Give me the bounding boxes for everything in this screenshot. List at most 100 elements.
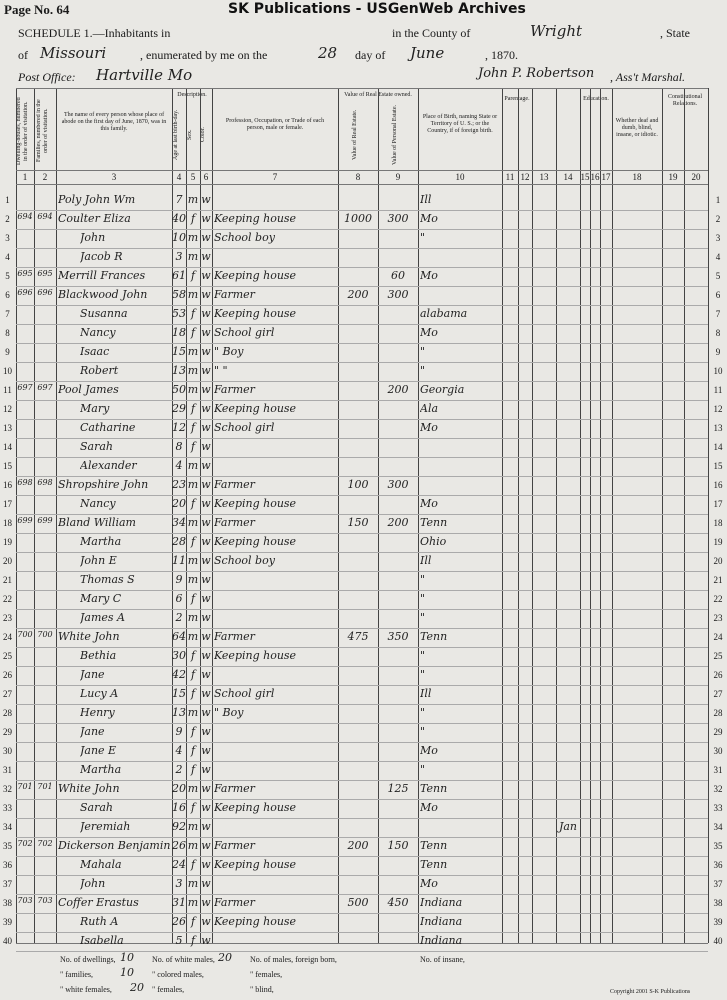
column-rule bbox=[378, 88, 379, 943]
col-header: Whether deaf and dumb, blind, insane, or… bbox=[615, 118, 659, 138]
column-rule bbox=[34, 88, 35, 943]
cell-color: w bbox=[201, 611, 211, 624]
row-rule bbox=[16, 210, 708, 211]
row-rule bbox=[16, 514, 708, 515]
row-rule bbox=[16, 761, 708, 762]
cell-color: w bbox=[201, 231, 211, 244]
cell-age: 20 bbox=[172, 497, 186, 510]
line-number: 16 bbox=[3, 480, 12, 490]
footer-label: " white females, bbox=[60, 985, 112, 994]
cell-age: 34 bbox=[172, 516, 186, 529]
cell-name: White John bbox=[58, 782, 120, 795]
cell-age: 6 bbox=[175, 592, 183, 605]
cell-color: w bbox=[201, 573, 211, 586]
cell-sex: f bbox=[190, 649, 196, 662]
cell-color: w bbox=[201, 630, 211, 643]
state-label: , State bbox=[660, 26, 690, 40]
row-rule bbox=[16, 609, 708, 610]
cell-real: 1000 bbox=[344, 212, 372, 225]
cell-occupation: Farmer bbox=[214, 288, 255, 301]
cell-sex: f bbox=[190, 326, 196, 339]
line-number: 32 bbox=[3, 784, 12, 794]
row-rule bbox=[16, 381, 708, 382]
cell-occupation: School girl bbox=[214, 421, 275, 434]
footer-label: " females, bbox=[250, 970, 283, 979]
cell-occupation: Keeping house bbox=[214, 801, 297, 814]
cell-age: 31 bbox=[172, 896, 186, 909]
cell-sex: m bbox=[187, 516, 199, 529]
line-number: 34 bbox=[3, 822, 12, 832]
cell-color: w bbox=[201, 877, 211, 890]
cell-age: 2 bbox=[175, 611, 183, 624]
line-number: 18 bbox=[3, 518, 12, 528]
cell-real: 475 bbox=[347, 630, 369, 643]
col-header: The name of every person whose place of … bbox=[61, 112, 167, 132]
cell-name: Jane bbox=[80, 668, 105, 681]
cell-sex: m bbox=[187, 611, 199, 624]
cell-family: 696 bbox=[37, 288, 53, 297]
line-number: 7 bbox=[5, 309, 10, 319]
line-number: 29 bbox=[3, 727, 12, 737]
row-rule bbox=[16, 818, 708, 819]
line-number: 40 bbox=[713, 936, 723, 946]
cell-sex: m bbox=[187, 706, 199, 719]
line-number: 16 bbox=[713, 480, 723, 490]
col-header: Value of Real Estate. bbox=[352, 109, 358, 161]
line-number: 1 bbox=[715, 195, 721, 205]
cell-color: w bbox=[201, 497, 211, 510]
cell-sex: f bbox=[190, 497, 196, 510]
column-rule bbox=[600, 88, 601, 943]
cell-occupation: Farmer bbox=[214, 516, 255, 529]
col-header: Constitutional Relations. bbox=[667, 94, 702, 107]
cell-dwelling: 700 bbox=[17, 630, 33, 639]
cell-color: w bbox=[201, 839, 211, 852]
row-rule bbox=[16, 913, 708, 914]
cell-name: Shropshire John bbox=[58, 478, 149, 491]
footer-value: 20 bbox=[218, 951, 232, 964]
cell-color: w bbox=[201, 725, 211, 738]
cell-birthplace: Ill bbox=[420, 193, 432, 206]
cell-personal: 60 bbox=[391, 269, 405, 282]
column-number: 19 bbox=[668, 172, 678, 182]
cell-name: John bbox=[80, 877, 106, 890]
footer-label: " blind, bbox=[250, 985, 274, 994]
line-number: 10 bbox=[3, 366, 12, 376]
cell-real: 100 bbox=[347, 478, 369, 491]
line-number: 31 bbox=[3, 765, 12, 775]
line-number: 21 bbox=[3, 575, 12, 585]
line-number: 2 bbox=[5, 214, 10, 224]
cell-age: 24 bbox=[172, 858, 186, 871]
cell-sex: m bbox=[187, 554, 199, 567]
cell-birthplace: Tenn bbox=[420, 858, 448, 871]
column-number: 4 bbox=[176, 172, 182, 182]
row-rule bbox=[16, 495, 708, 496]
line-number: 6 bbox=[5, 290, 10, 300]
line-number: 17 bbox=[713, 499, 723, 509]
year: , 1870. bbox=[485, 48, 518, 62]
cell-sex: m bbox=[187, 288, 199, 301]
cell-name: Blackwood John bbox=[58, 288, 148, 301]
cell-name: Bland William bbox=[58, 516, 136, 529]
cell-sex: f bbox=[190, 440, 196, 453]
col-header: Age at last birth-day. bbox=[173, 109, 179, 161]
line-number: 9 bbox=[5, 347, 10, 357]
line-number: 23 bbox=[3, 613, 12, 623]
cell-age: 30 bbox=[172, 649, 186, 662]
cell-name: Henry bbox=[80, 706, 115, 719]
cell-age: 5 bbox=[175, 934, 183, 947]
cell-birthplace: Ill bbox=[420, 687, 432, 700]
cell-name: Thomas S bbox=[80, 573, 135, 586]
cell-age: 16 bbox=[172, 801, 186, 814]
cell-sex: f bbox=[190, 668, 196, 681]
cell-age: 92 bbox=[172, 820, 186, 833]
cell-color: w bbox=[201, 668, 211, 681]
cell-sex: m bbox=[187, 478, 199, 491]
column-number: 18 bbox=[632, 172, 642, 182]
column-number: 12 bbox=[520, 172, 530, 182]
row-rule bbox=[16, 704, 708, 705]
cell-sex: f bbox=[190, 421, 196, 434]
cell-name: Pool James bbox=[58, 383, 119, 396]
row-rule bbox=[16, 590, 708, 591]
cell-color: w bbox=[201, 858, 211, 871]
line-number: 13 bbox=[3, 423, 12, 433]
